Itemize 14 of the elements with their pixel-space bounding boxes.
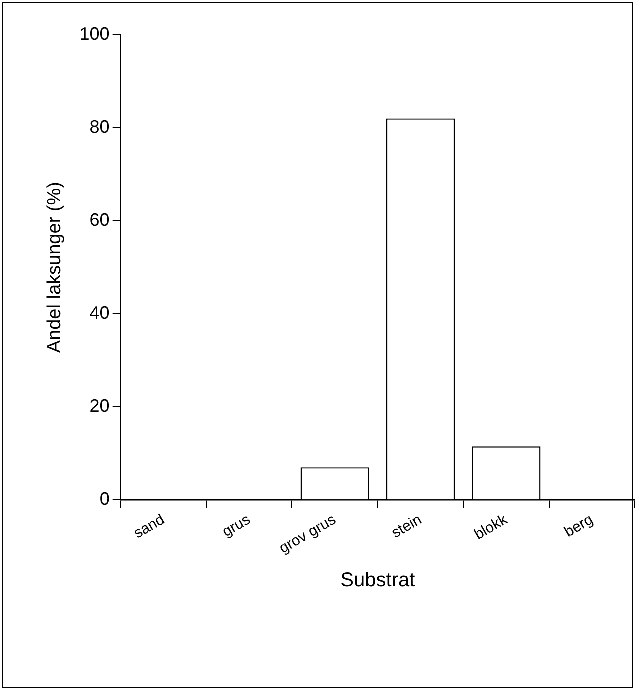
x-tick-label: grus (220, 511, 254, 541)
x-tick-label: berg (562, 511, 596, 542)
x-tick-label: blokk (472, 511, 511, 544)
y-axis-title: Andel laksunger (%) (44, 182, 66, 354)
x-tick-label: grov grus (276, 511, 340, 558)
y-tick-label: 20 (90, 396, 110, 416)
x-tick-label: stein (388, 511, 425, 542)
y-tick-label: 80 (90, 117, 110, 137)
x-tick-label: sand (131, 511, 168, 542)
x-axis-title: Substrat (340, 570, 416, 592)
y-tick-label: 0 (100, 489, 110, 510)
y-tick-label: 100 (80, 24, 110, 44)
y-tick-label: 40 (90, 303, 110, 324)
y-tick-label: 60 (90, 210, 110, 230)
